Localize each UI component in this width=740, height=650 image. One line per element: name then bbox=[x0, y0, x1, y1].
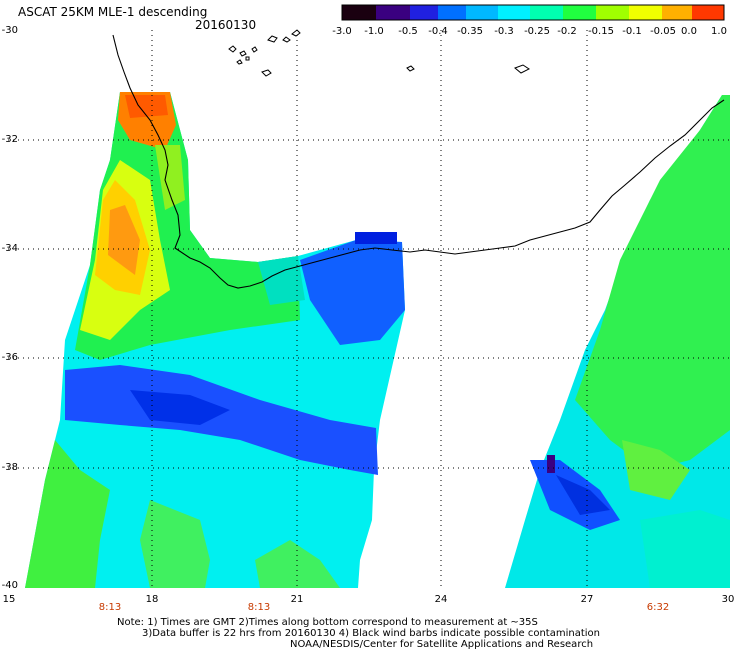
colorbar-seg-9 bbox=[596, 5, 629, 20]
colorbar-tick: -0.05 bbox=[650, 26, 676, 37]
colorbar-seg-8 bbox=[563, 5, 596, 20]
lat-label: -38 bbox=[1, 462, 18, 473]
time-label: 8:13 bbox=[247, 602, 271, 613]
lat-label: -40 bbox=[1, 580, 18, 591]
colorbar-seg-1 bbox=[342, 5, 376, 20]
note-line-2: 3)Data buffer is 22 hrs from 20160130 4)… bbox=[142, 628, 600, 639]
graticule bbox=[8, 30, 730, 588]
note-line-3: NOAA/NESDIS/Center for Satellite Applica… bbox=[290, 639, 594, 650]
map-date: 20160130 bbox=[195, 18, 257, 32]
lat-label: -32 bbox=[1, 134, 18, 145]
coastline bbox=[112, 34, 725, 289]
colorbar-tick: 1.0 bbox=[711, 26, 727, 37]
colorbar-seg-10 bbox=[629, 5, 662, 20]
lon-label: 30 bbox=[721, 594, 735, 605]
lon-label: 18 bbox=[145, 594, 159, 605]
colorbar-tick: -0.1 bbox=[622, 26, 642, 37]
colorbar-tick: -0.2 bbox=[557, 26, 577, 37]
islands bbox=[228, 29, 530, 77]
map-title: ASCAT 25KM MLE-1 descending bbox=[18, 5, 208, 19]
colorbar-tick: -0.15 bbox=[588, 26, 614, 37]
lon-label: 15 bbox=[2, 594, 16, 605]
colorbar-tick: -0.5 bbox=[398, 26, 418, 37]
time-label: 6:32 bbox=[646, 602, 670, 613]
colorbar-tick: -0.25 bbox=[524, 26, 550, 37]
colorbar-tick: -0.35 bbox=[457, 26, 483, 37]
colorbar-seg-2 bbox=[376, 5, 410, 20]
lon-label: 27 bbox=[580, 594, 594, 605]
time-label: 8:13 bbox=[98, 602, 122, 613]
colorbar-tick: 0.0 bbox=[681, 26, 697, 37]
colorbar-seg-3 bbox=[410, 5, 438, 20]
lat-label: -30 bbox=[1, 25, 18, 36]
lat-label: -34 bbox=[1, 243, 18, 254]
colorbar-seg-7 bbox=[530, 5, 563, 20]
colorbar-seg-11 bbox=[662, 5, 692, 20]
lat-label: -36 bbox=[1, 352, 18, 363]
lon-label: 21 bbox=[290, 594, 304, 605]
west-swath bbox=[25, 92, 405, 588]
colorbar-seg-6 bbox=[498, 5, 530, 20]
colorbar-tick: -0.3 bbox=[494, 26, 514, 37]
lon-label: 24 bbox=[434, 594, 448, 605]
colorbar-seg-12 bbox=[692, 5, 724, 20]
colorbar-tick: -3.0 bbox=[332, 26, 352, 37]
east-swath bbox=[505, 95, 730, 588]
colorbar-tick: -1.0 bbox=[364, 26, 384, 37]
colorbar-tick: -0.4 bbox=[428, 26, 448, 37]
colorbar-seg-4 bbox=[438, 5, 466, 20]
plot-area bbox=[8, 29, 730, 588]
colorbar bbox=[341, 4, 725, 21]
note-line-1: Note: 1) Times are GMT 2)Times along bot… bbox=[117, 617, 538, 628]
colorbar-seg-5 bbox=[466, 5, 498, 20]
